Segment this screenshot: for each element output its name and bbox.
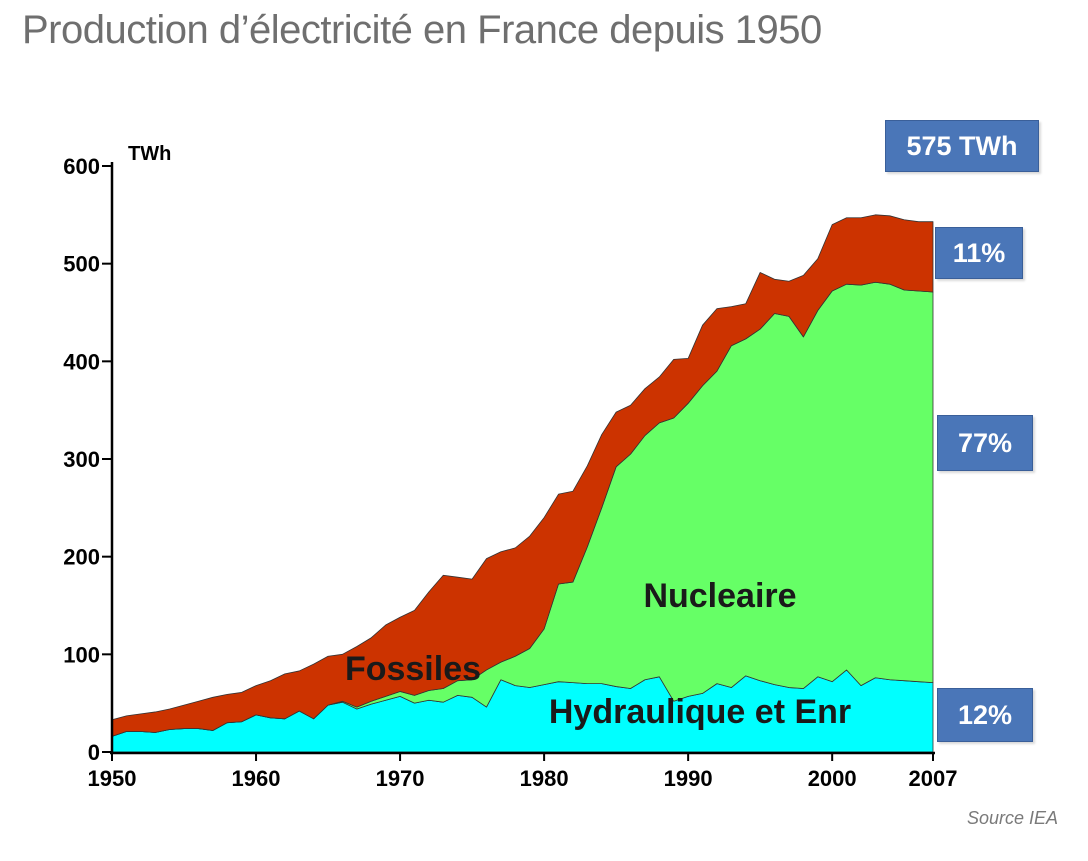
fossiles-percent-badge: 11% [935, 227, 1023, 279]
y-tick-label: 100 [63, 642, 100, 667]
annotation-nucleaire: Nucleaire [643, 577, 796, 615]
y-tick-label: 0 [88, 740, 100, 765]
x-tick-label: 1970 [376, 766, 425, 791]
area-series-3 [111, 214, 934, 737]
x-tick-label: 2007 [909, 766, 958, 791]
axes-group: 0 100 200 300 400 500 600 1950 1960 1970 1980 1990 2… [63, 154, 957, 791]
annotation-hydraulique: Hydraulique et Enr [549, 693, 851, 731]
x-tick-label: 1950 [88, 766, 137, 791]
y-tick-label: 400 [63, 349, 100, 374]
x-tick-label: 2000 [808, 766, 857, 791]
x-tick-label: 1960 [232, 766, 281, 791]
x-tick-label: 1980 [520, 766, 569, 791]
y-tick-label: 300 [63, 447, 100, 472]
areas-group [111, 214, 934, 753]
y-tick-label: 500 [63, 252, 100, 277]
nucleaire-percent-badge: 77% [937, 415, 1033, 471]
chart-title: Production d’électricité en France depui… [22, 8, 822, 52]
y-tick-label: 600 [63, 154, 100, 179]
y-tick-label: 200 [63, 545, 100, 570]
total-callout-badge: 575 TWh [885, 120, 1039, 172]
source-note: Source IEA [966, 808, 1058, 828]
annotation-fossiles: Fossiles [345, 650, 481, 688]
y-axis-unit-label: TWh [128, 143, 171, 165]
x-tick-label: 1990 [664, 766, 713, 791]
hydraulique-percent-badge: 12% [937, 688, 1033, 742]
area-series-2 [111, 281, 934, 737]
